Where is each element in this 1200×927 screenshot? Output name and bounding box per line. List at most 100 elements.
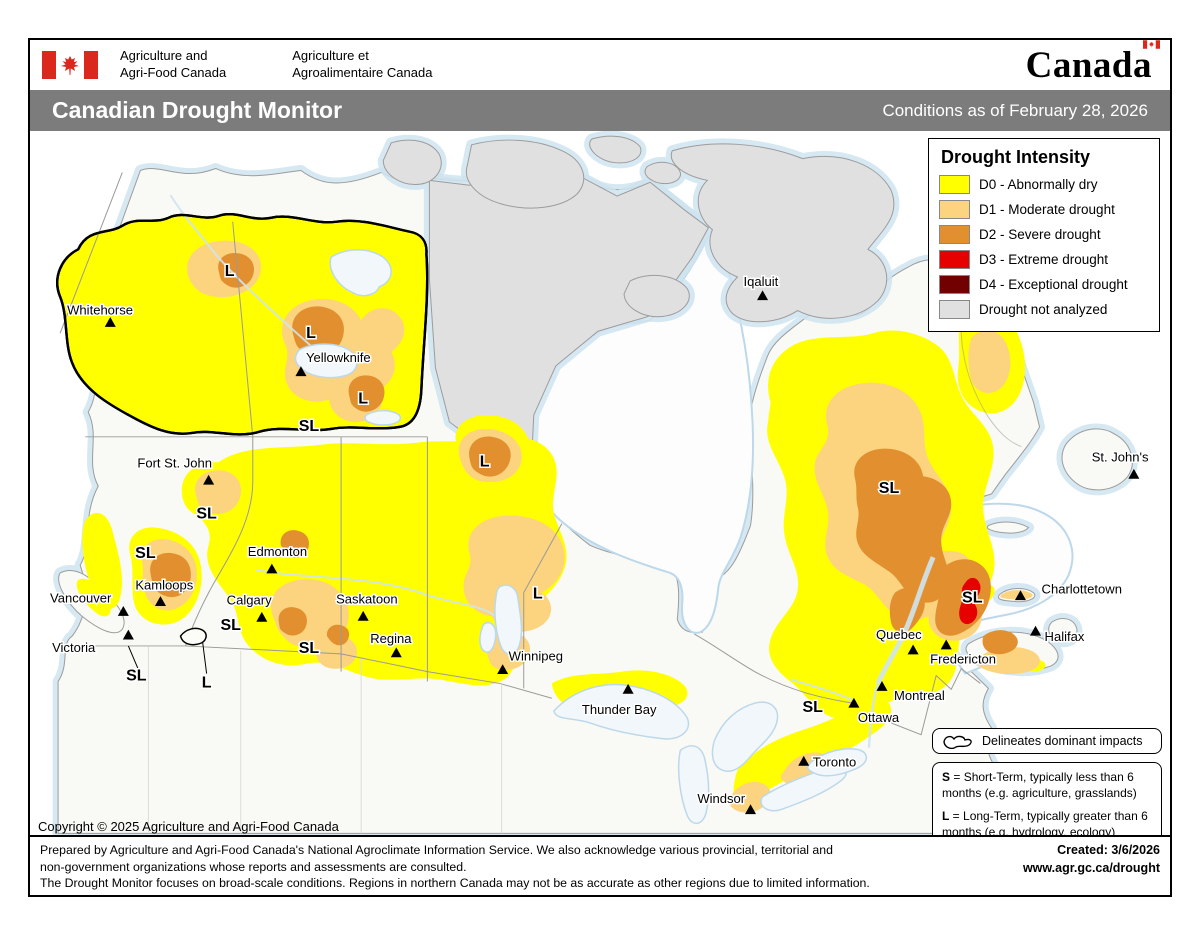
city-marker-fort-st-john bbox=[203, 474, 215, 485]
legend-item-D2: D2 - Severe drought bbox=[939, 225, 1149, 244]
cities-layer: Whitehorse Yellowknife Iqaluit Fort St. Joh… bbox=[49, 272, 1150, 815]
city-marker-regina bbox=[390, 647, 402, 658]
lakes-layer bbox=[294, 249, 868, 824]
city-label-whitehorse: Whitehorse bbox=[67, 303, 133, 318]
drought-d3-layer bbox=[959, 577, 981, 625]
legend-item-NA: Drought not analyzed bbox=[939, 300, 1149, 319]
created-date: Created: 3/6/2026 bbox=[1057, 843, 1160, 858]
legend-label-D4: D4 - Exceptional drought bbox=[979, 277, 1128, 292]
header: Agriculture and Agri-Food Canada Agricul… bbox=[30, 39, 1170, 90]
impacts-terms-box: S = Short-Term, typically less than 6 mo… bbox=[932, 762, 1162, 836]
city-label-winnipeg: Winnipeg bbox=[509, 649, 563, 664]
city-marker-yellowknife bbox=[295, 366, 307, 377]
city-marker-quebec bbox=[907, 644, 919, 655]
city-label-regina: Regina bbox=[370, 631, 412, 646]
impact-label-l-9: L bbox=[202, 674, 212, 691]
city-label-ottawa: Ottawa bbox=[858, 710, 900, 725]
impact-label-sl-13: SL bbox=[962, 590, 983, 607]
legend-title: Drought Intensity bbox=[941, 147, 1090, 167]
drought-url: www.agr.gc.ca/drought bbox=[1022, 860, 1160, 875]
small-outlined-region bbox=[179, 627, 207, 646]
city-marker-kamloops bbox=[154, 596, 166, 606]
city-marker-montreal bbox=[876, 680, 888, 691]
city-label-calgary: Calgary bbox=[227, 593, 272, 608]
impact-label-l-11: L bbox=[533, 586, 543, 603]
legend-label-NA: Drought not analyzed bbox=[979, 302, 1108, 317]
impact-label-sl-3: SL bbox=[299, 418, 320, 435]
city-marker-windsor bbox=[745, 804, 757, 815]
city-label-charlottetown: Charlottetown bbox=[1042, 582, 1122, 597]
leader-line-sl bbox=[127, 645, 139, 670]
legend-label-D1: D1 - Moderate drought bbox=[979, 202, 1115, 217]
city-marker-halifax bbox=[1030, 625, 1042, 636]
footer: Prepared by Agriculture and Agri-Food Ca… bbox=[30, 835, 1170, 895]
footer-meta: Created: 3/6/2026 www.agr.gc.ca/drought bbox=[1009, 842, 1160, 891]
legend-item-D1: D1 - Moderate drought bbox=[939, 200, 1149, 219]
legend-swatch-D3 bbox=[939, 250, 970, 269]
city-marker-charlottetown bbox=[1014, 590, 1026, 601]
city-label-toronto: Toronto bbox=[813, 754, 856, 769]
city-marker-whitehorse bbox=[104, 316, 116, 327]
impact-label-sl-7: SL bbox=[299, 640, 320, 657]
impact-label-sl-4: SL bbox=[196, 506, 217, 523]
delineates-label: Delineates dominant impacts bbox=[982, 734, 1143, 748]
city-label-edmonton: Edmonton bbox=[248, 544, 307, 559]
page-frame: Agriculture and Agri-Food Canada Agricul… bbox=[28, 38, 1172, 897]
legend-items: D0 - Abnormally dry D1 - Moderate drought… bbox=[939, 175, 1149, 319]
impact-label-l-2: L bbox=[358, 390, 368, 407]
city-marker-victoria bbox=[122, 629, 134, 640]
wordmark-flag-icon bbox=[1143, 39, 1160, 49]
department-name-en: Agriculture and Agri-Food Canada bbox=[120, 48, 227, 80]
impact-label-sl-5: SL bbox=[135, 545, 156, 562]
impact-boundary-squiggle-icon bbox=[943, 735, 972, 749]
city-label-st-john-s: St. John's bbox=[1092, 450, 1149, 465]
impact-label-l-10: L bbox=[480, 454, 490, 471]
city-label-kamloops: Kamloops bbox=[135, 578, 193, 593]
copyright-text: Copyright © 2025 Agriculture and Agri-Fo… bbox=[38, 819, 339, 834]
city-label-yellowknife: Yellowknife bbox=[306, 350, 371, 365]
city-label-vancouver: Vancouver bbox=[50, 591, 112, 606]
impact-label-sl-12: SL bbox=[879, 480, 900, 497]
impact-labels-layer: L L L SL SL SL SL SL SL L L L SL SL SL bbox=[125, 262, 985, 718]
impact-label-l-1: L bbox=[306, 325, 316, 342]
city-label-thunder-bay: Thunder Bay bbox=[582, 702, 657, 717]
city-label-halifax: Halifax bbox=[1045, 629, 1085, 644]
city-marker-vancouver bbox=[117, 605, 129, 616]
city-marker-calgary bbox=[256, 611, 268, 622]
city-marker-iqaluit bbox=[757, 290, 769, 301]
impact-label-sl-14: SL bbox=[802, 699, 823, 716]
city-label-fredericton: Fredericton bbox=[930, 652, 996, 667]
canada-wordmark: Canada bbox=[1026, 39, 1160, 87]
legend-swatch-D0 bbox=[939, 175, 970, 194]
city-label-quebec: Quebec bbox=[876, 627, 922, 642]
legend-item-D0: D0 - Abnormally dry bbox=[939, 175, 1149, 194]
city-marker-saskatoon bbox=[357, 610, 369, 621]
leader-line-l bbox=[202, 641, 208, 674]
city-marker-winnipeg bbox=[497, 664, 509, 675]
short-term-definition: S = Short-Term, typically less than 6 mo… bbox=[942, 770, 1137, 800]
footer-notes: Prepared by Agriculture and Agri-Food Ca… bbox=[40, 843, 870, 890]
impact-label-sl-6: SL bbox=[220, 617, 241, 634]
legend-swatch-D4 bbox=[939, 275, 970, 294]
city-marker-toronto bbox=[798, 755, 810, 766]
long-term-definition: L = Long-Term, typically greater than 6 … bbox=[942, 809, 1148, 836]
legend-item-D4: D4 - Exceptional drought bbox=[939, 275, 1149, 294]
legend-label-D2: D2 - Severe drought bbox=[979, 227, 1101, 242]
city-marker-fredericton bbox=[940, 639, 952, 650]
city-marker-edmonton bbox=[266, 563, 278, 574]
city-marker-thunder-bay bbox=[622, 683, 634, 694]
city-marker-ottawa bbox=[848, 697, 860, 708]
conditions-date: Conditions as of February 28, 2026 bbox=[882, 100, 1148, 120]
city-label-windsor: Windsor bbox=[697, 791, 745, 806]
legend-item-D3: D3 - Extreme drought bbox=[939, 250, 1149, 269]
city-label-montreal: Montreal bbox=[894, 688, 945, 703]
map-area: L L L SL SL SL SL SL SL L L L SL SL SL Whitehorse Yello… bbox=[30, 131, 1170, 836]
title-bar: Canadian Drought Monitor Conditions as o… bbox=[30, 90, 1170, 131]
page-title: Canadian Drought Monitor bbox=[52, 97, 343, 123]
city-label-victoria: Victoria bbox=[52, 640, 96, 655]
legend-swatch-NA bbox=[939, 300, 970, 319]
legend-swatch-D2 bbox=[939, 225, 970, 244]
impact-label-l-0: L bbox=[225, 263, 235, 280]
impacts-delineation-box: Delineates dominant impacts bbox=[932, 728, 1162, 754]
